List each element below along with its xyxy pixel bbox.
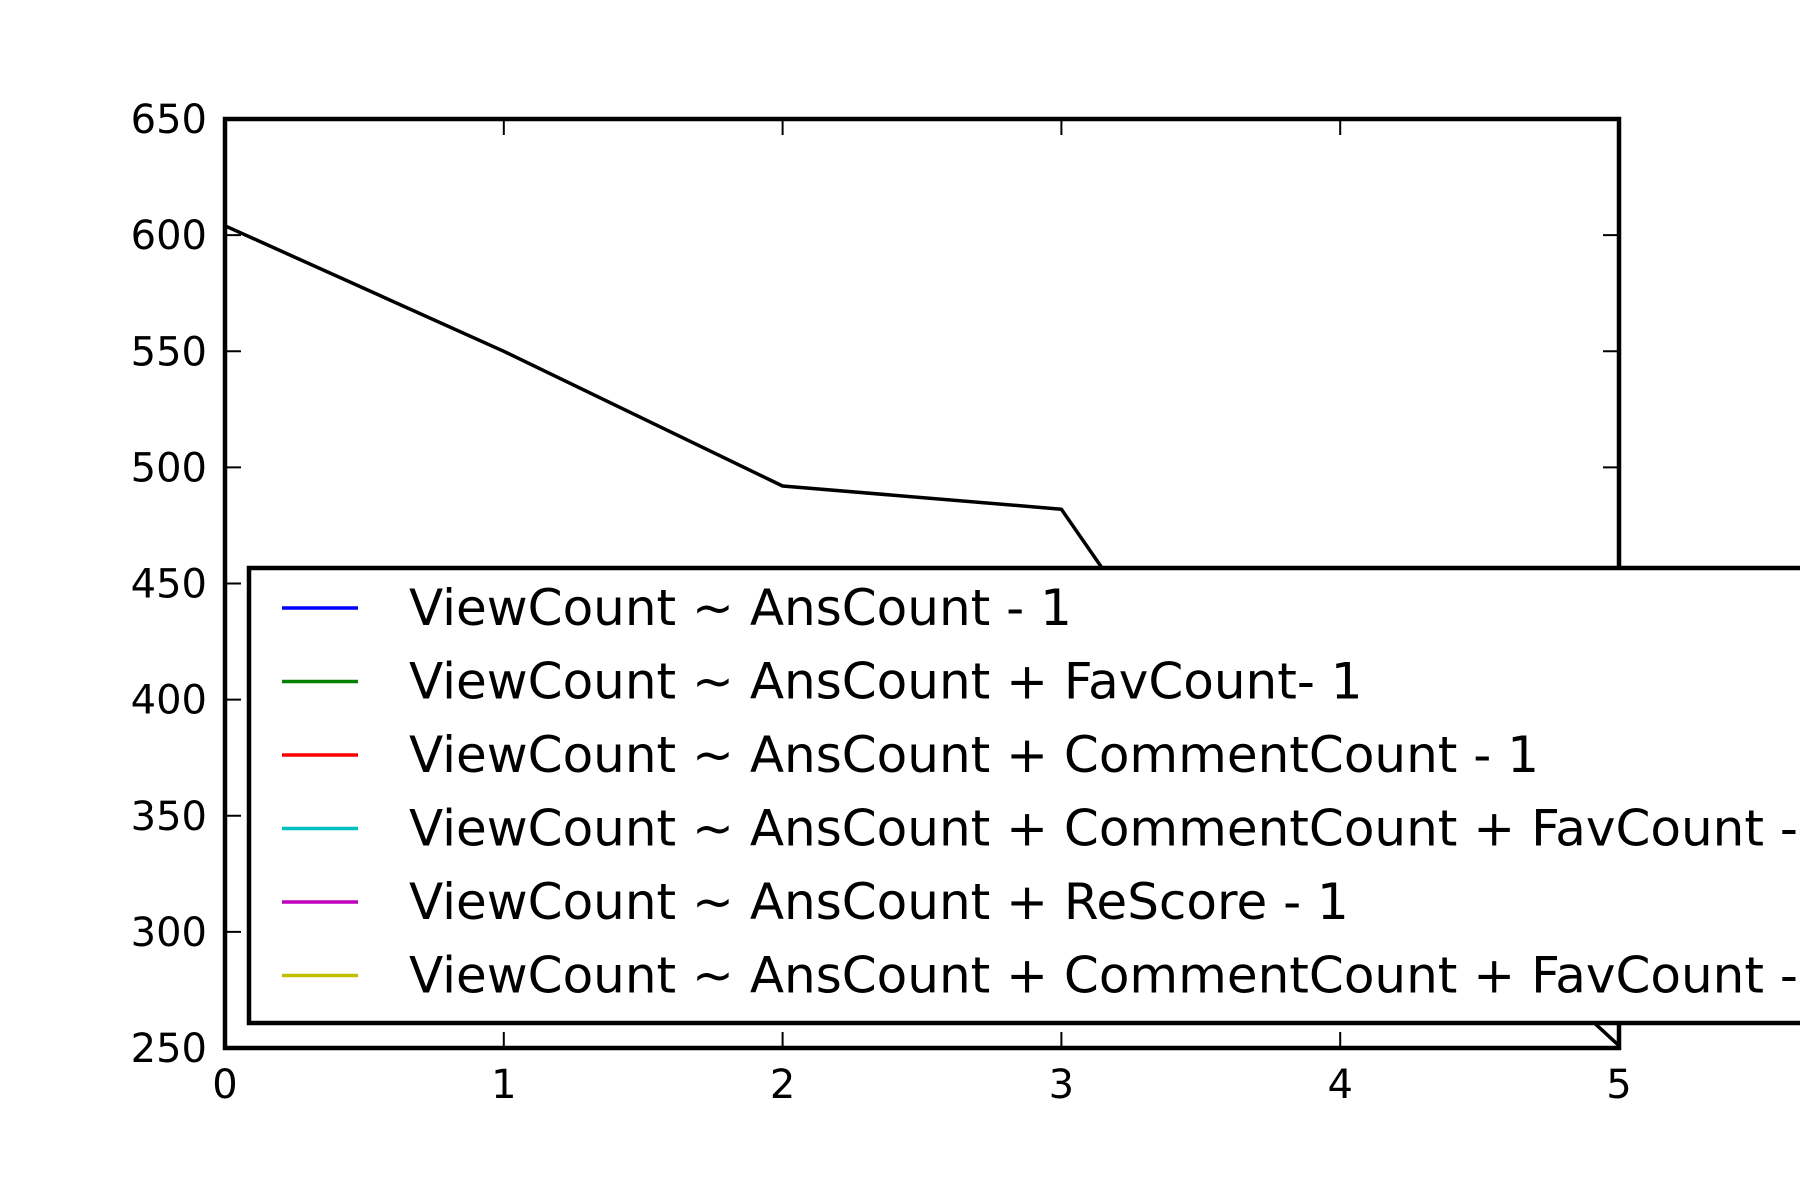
y-tick-label: 650 xyxy=(131,97,207,143)
legend: ViewCount ~ AnsCount - 1 ViewCount ~ AnsC… xyxy=(246,565,1800,1026)
y-tick-label: 500 xyxy=(131,445,207,491)
tick-labels-layer: 0 1 2 3 4 5 650 600 550 500 450 400 350 300 250 xyxy=(131,97,1632,1108)
legend-label: ViewCount ~ AnsCount + ReScore - 1 xyxy=(409,873,1349,931)
x-tick-label: 5 xyxy=(1606,1062,1631,1108)
y-tick-label: 550 xyxy=(131,329,207,375)
y-tick-label: 300 xyxy=(131,910,207,956)
y-tick-label: 250 xyxy=(131,1026,207,1072)
y-tick-label: 400 xyxy=(131,678,207,724)
legend-box xyxy=(246,565,1800,1026)
y-tick-label: 450 xyxy=(131,562,207,608)
legend-label: ViewCount ~ AnsCount + CommentCount + Fa… xyxy=(409,947,1798,1005)
x-tick-label: 0 xyxy=(212,1062,237,1108)
x-tick-label: 3 xyxy=(1049,1062,1074,1108)
y-tick-label: 600 xyxy=(131,213,207,259)
legend-label: ViewCount ~ AnsCount + CommentCount + Fa… xyxy=(409,800,1798,858)
legend-label: ViewCount ~ AnsCount + FavCount- 1 xyxy=(409,653,1363,711)
x-tick-label: 4 xyxy=(1327,1062,1352,1108)
x-tick-label: 2 xyxy=(770,1062,795,1108)
x-tick-label: 1 xyxy=(491,1062,516,1108)
y-tick-label: 350 xyxy=(131,794,207,840)
legend-label: ViewCount ~ AnsCount + CommentCount - 1 xyxy=(409,726,1539,784)
legend-label: ViewCount ~ AnsCount - 1 xyxy=(409,579,1072,637)
